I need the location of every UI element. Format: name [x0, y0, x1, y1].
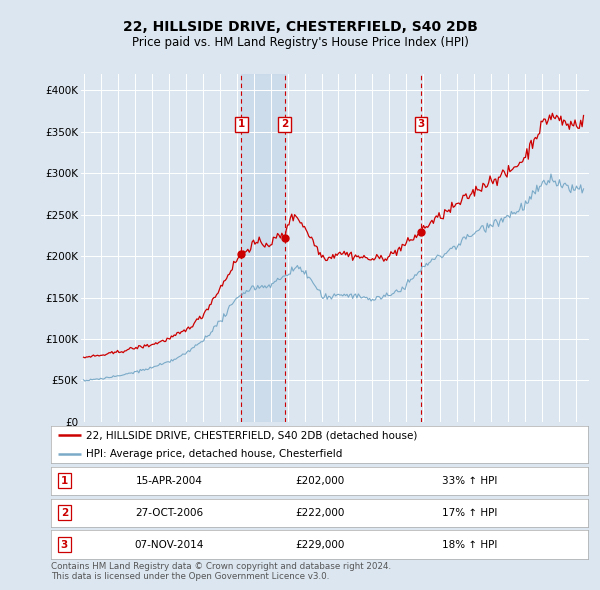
- Bar: [241, 74, 284, 422]
- Text: HPI: Average price, detached house, Chesterfield: HPI: Average price, detached house, Ches…: [86, 449, 342, 459]
- Text: 27-OCT-2006: 27-OCT-2006: [135, 508, 203, 517]
- Text: £222,000: £222,000: [295, 508, 344, 517]
- Text: 33% ↑ HPI: 33% ↑ HPI: [442, 476, 497, 486]
- Text: Contains HM Land Registry data © Crown copyright and database right 2024.
This d: Contains HM Land Registry data © Crown c…: [51, 562, 391, 581]
- Text: 1: 1: [61, 476, 68, 486]
- Text: £229,000: £229,000: [295, 540, 344, 549]
- Text: 07-NOV-2014: 07-NOV-2014: [134, 540, 204, 549]
- Text: 17% ↑ HPI: 17% ↑ HPI: [442, 508, 497, 517]
- Text: 1: 1: [238, 119, 245, 129]
- Text: 22, HILLSIDE DRIVE, CHESTERFIELD, S40 2DB: 22, HILLSIDE DRIVE, CHESTERFIELD, S40 2D…: [122, 19, 478, 34]
- Text: 18% ↑ HPI: 18% ↑ HPI: [442, 540, 497, 549]
- Text: 2: 2: [281, 119, 288, 129]
- Text: 22, HILLSIDE DRIVE, CHESTERFIELD, S40 2DB (detached house): 22, HILLSIDE DRIVE, CHESTERFIELD, S40 2D…: [86, 430, 417, 440]
- Text: 3: 3: [418, 119, 425, 129]
- Text: £202,000: £202,000: [295, 476, 344, 486]
- Text: 2: 2: [61, 508, 68, 517]
- Text: Price paid vs. HM Land Registry's House Price Index (HPI): Price paid vs. HM Land Registry's House …: [131, 36, 469, 49]
- Text: 15-APR-2004: 15-APR-2004: [136, 476, 203, 486]
- Text: 3: 3: [61, 540, 68, 549]
